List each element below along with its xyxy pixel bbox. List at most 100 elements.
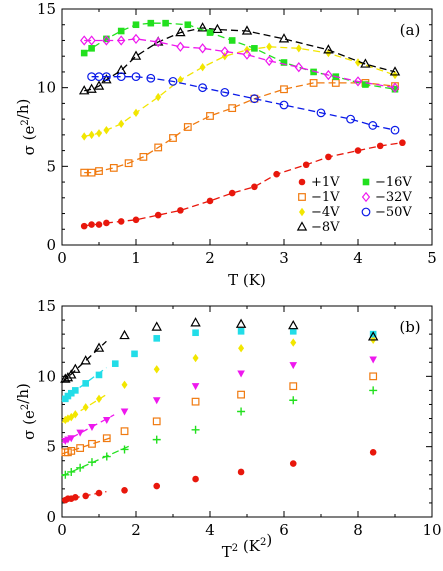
data-point: [87, 35, 96, 46]
y-axis-label: σ (e2/h): [14, 99, 38, 156]
data-point: [278, 33, 290, 43]
data-point: [199, 63, 206, 72]
data-point: [120, 408, 129, 416]
panel-b-temperature-squared-plot: 0 2 4 6 8 10 0 5 10 15 T2 (K2) σ (e2/h) (b): [14, 297, 442, 561]
data-point: [228, 37, 236, 44]
data-point: [103, 35, 110, 43]
data-point: [76, 444, 85, 452]
data-point: [76, 463, 85, 472]
series-minus8v-6: [60, 317, 379, 384]
data-point: [155, 92, 162, 102]
legend-marker: [361, 191, 371, 203]
data-point: [70, 363, 81, 373]
data-point: [251, 45, 258, 52]
data-point: [295, 44, 302, 53]
data-point: [66, 369, 77, 379]
data-point: [238, 344, 245, 353]
data-point: [87, 458, 96, 467]
data-point: [198, 43, 207, 54]
data-point: [88, 45, 95, 52]
series-minus1v-1: [61, 372, 378, 457]
y-tick-label: 0: [46, 236, 56, 254]
data-point: [88, 423, 96, 431]
series-minus16v-4: [80, 19, 399, 93]
data-point: [96, 394, 102, 404]
legend-label: −50V: [375, 205, 412, 220]
data-point: [154, 143, 163, 152]
data-point: [152, 417, 161, 426]
data-point: [354, 147, 362, 154]
data-point: [288, 319, 299, 330]
data-point: [117, 27, 125, 35]
legend: +1V−1V−4V−8V −16V−32V−50V: [296, 175, 412, 235]
data-point: [228, 189, 236, 197]
data-point: [76, 429, 84, 437]
data-point: [117, 218, 125, 225]
data-point: [154, 36, 163, 48]
data-point: [64, 392, 72, 400]
data-point: [95, 221, 103, 228]
data-point: [132, 216, 140, 224]
data-point: [191, 383, 200, 391]
data-point: [175, 26, 186, 37]
fit-line: [84, 38, 396, 89]
data-point: [323, 44, 334, 54]
panel-label: (b): [399, 318, 420, 336]
data-point: [324, 69, 333, 81]
data-point: [302, 161, 310, 169]
panel-a-temperature-plot: 0 1 2 3 4 5 0 5 10 15 T (K) σ (e2/h) (a) +1V−1V−4V−8V…: [14, 0, 437, 289]
data-point: [102, 452, 111, 461]
data-point: [220, 87, 230, 97]
data-point: [132, 21, 140, 29]
data-point: [95, 167, 103, 175]
data-point: [93, 342, 105, 352]
series-minus4v-2: [81, 42, 398, 141]
data-point: [119, 329, 130, 340]
data-point: [237, 468, 245, 476]
data-point: [120, 427, 129, 436]
data-point: [152, 435, 161, 444]
data-point: [369, 356, 377, 364]
data-point: [95, 371, 103, 379]
data-point: [131, 33, 141, 45]
fit-line: [84, 142, 403, 227]
fit-line: [84, 27, 396, 92]
data-point: [88, 439, 96, 448]
data-point: [82, 380, 89, 387]
data-point: [280, 59, 288, 66]
x-tick-label: 0: [57, 249, 67, 267]
data-point: [192, 475, 199, 483]
series-unlabeled-2: [61, 386, 378, 479]
data-point: [353, 76, 363, 87]
data-point: [133, 108, 139, 118]
data-point: [72, 410, 79, 419]
data-point: [192, 329, 199, 337]
data-point: [82, 492, 89, 500]
data-point: [251, 183, 258, 191]
series-minus1v-1: [80, 79, 399, 177]
legend-item-minus4v: −4V: [299, 205, 340, 220]
data-point: [369, 372, 378, 381]
data-point: [93, 80, 105, 90]
legend-marker: [298, 178, 306, 186]
data-point: [228, 104, 237, 113]
data-point: [72, 387, 79, 394]
data-point: [86, 83, 97, 93]
data-point: [289, 362, 298, 370]
data-point: [289, 396, 298, 405]
data-point: [367, 331, 379, 341]
data-point: [206, 197, 214, 205]
y-tick-label: 10: [37, 79, 56, 97]
fit-line: [61, 340, 107, 384]
legend-marker: [296, 221, 308, 231]
data-point: [121, 486, 128, 494]
data-point: [153, 335, 161, 342]
y-tick-label: 5: [46, 157, 56, 175]
data-point: [96, 129, 102, 138]
data-point: [169, 134, 177, 142]
data-point: [95, 489, 103, 497]
data-point: [399, 139, 406, 147]
data-point: [192, 353, 199, 363]
legend-item-plus1v: +1V: [298, 175, 340, 190]
data-point: [390, 125, 400, 135]
